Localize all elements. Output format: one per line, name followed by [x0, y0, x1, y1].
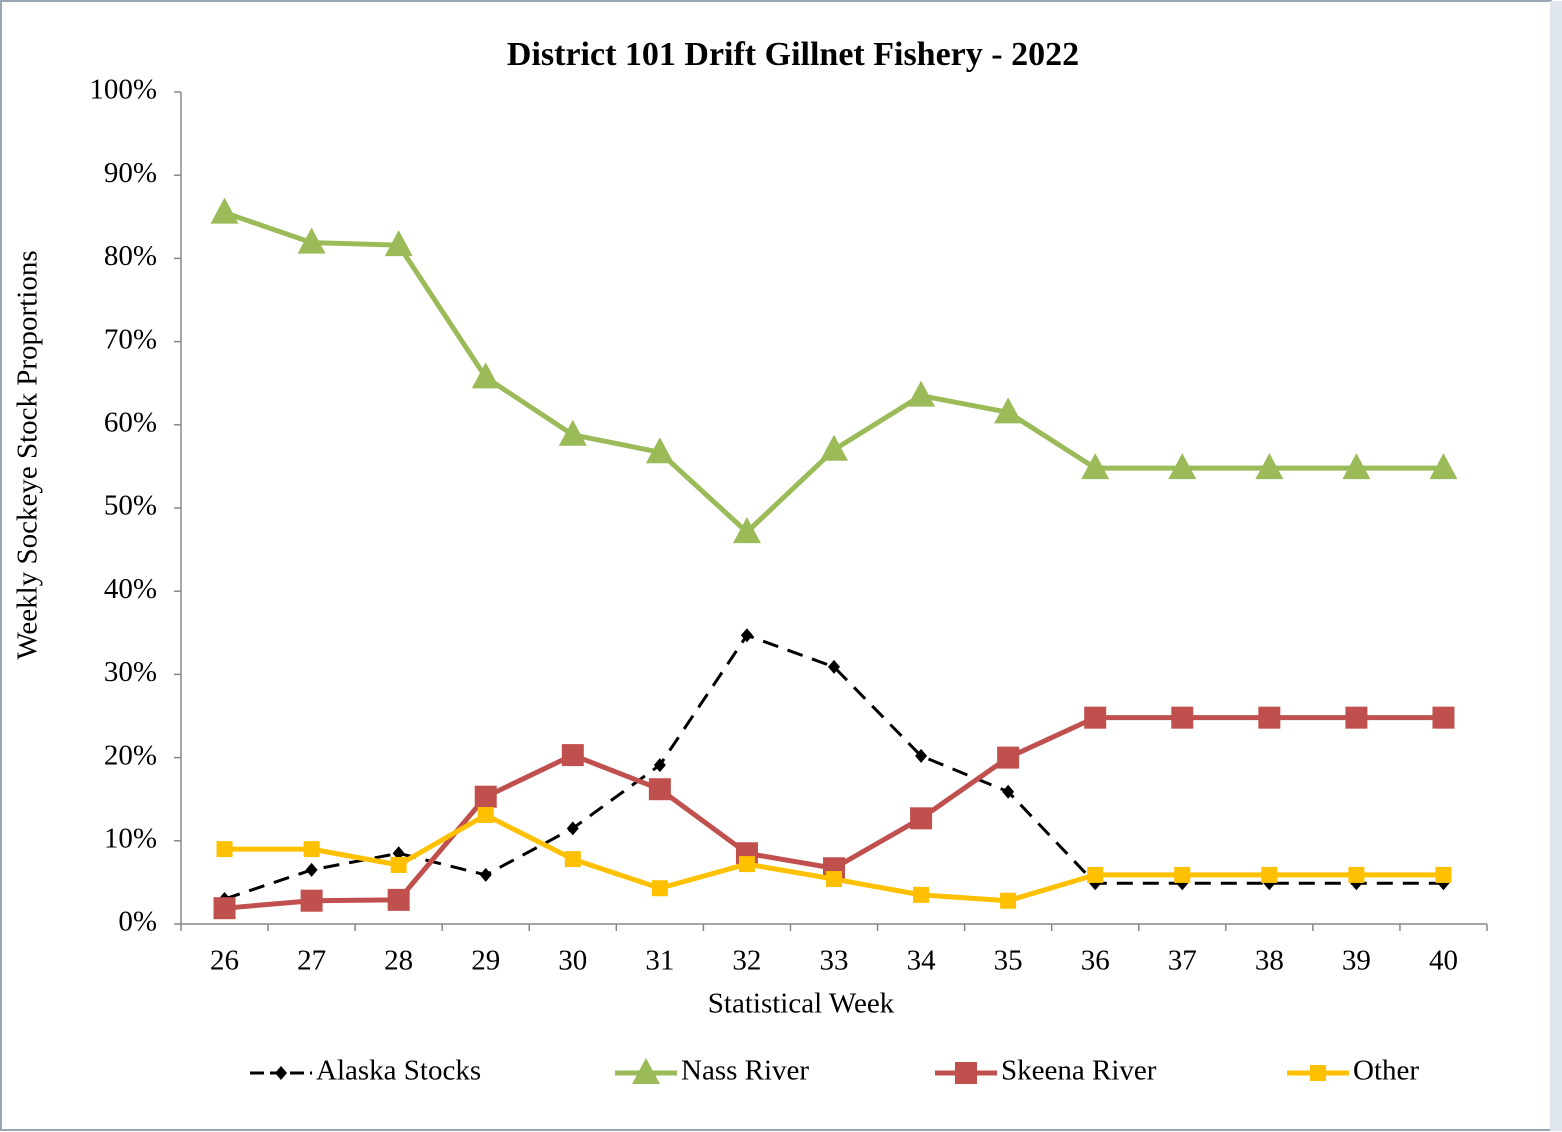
x-tick-label: 33 — [820, 945, 849, 977]
legend-marker — [1310, 1065, 1326, 1081]
y-tick-label: 30% — [104, 656, 157, 688]
point — [820, 434, 848, 461]
point — [913, 886, 930, 903]
frame-edge — [1550, 1, 1562, 1131]
point — [471, 362, 500, 389]
y-tick-label: 10% — [104, 822, 157, 854]
point — [1258, 706, 1281, 729]
y-tick-label: 40% — [104, 573, 157, 605]
point — [1342, 453, 1371, 480]
y-tick-label: 70% — [104, 323, 157, 355]
point — [566, 821, 579, 836]
x-tick-label: 32 — [732, 945, 761, 977]
chart-title: District 101 Drift Gillnet Fishery - 202… — [507, 36, 1079, 73]
point — [387, 888, 410, 911]
legend-label: Nass River — [681, 1055, 809, 1087]
point — [732, 517, 761, 544]
y-tick-label: 20% — [104, 739, 157, 771]
point — [740, 628, 753, 643]
x-tick-label: 34 — [907, 945, 937, 977]
point — [1432, 706, 1455, 729]
point — [392, 846, 405, 861]
x-tick-label: 35 — [994, 945, 1023, 977]
point — [826, 871, 842, 888]
point — [561, 744, 584, 767]
point — [915, 748, 928, 763]
x-tick-label: 28 — [384, 945, 413, 977]
point — [1087, 866, 1104, 883]
point — [1261, 866, 1278, 883]
point — [1168, 453, 1197, 480]
y-tick-label: 60% — [104, 406, 157, 438]
x-axis-title: Statistical Week — [708, 988, 895, 1020]
point — [907, 380, 936, 407]
x-tick-label: 38 — [1255, 945, 1284, 977]
point — [828, 659, 840, 674]
legend-label: Skeena River — [1001, 1055, 1157, 1087]
point — [1348, 866, 1365, 883]
legend-label: Other — [1353, 1055, 1419, 1087]
legend-label: Alaska Stocks — [316, 1055, 481, 1087]
y-tick-label: 90% — [104, 157, 157, 189]
point — [1081, 453, 1110, 480]
point — [1084, 706, 1107, 729]
x-tick-label: 40 — [1429, 945, 1458, 977]
point — [1000, 892, 1017, 909]
point — [997, 746, 1020, 769]
point — [384, 230, 413, 257]
point — [648, 778, 671, 801]
point — [216, 841, 233, 858]
x-tick-label: 27 — [297, 945, 326, 977]
y-axis-title: Weekly Sockeye Stock Proportions — [12, 250, 44, 659]
point — [1345, 706, 1368, 729]
legend-marker — [275, 1066, 287, 1080]
x-tick-label: 26 — [210, 945, 239, 977]
point — [910, 807, 933, 830]
point — [1002, 784, 1015, 799]
y-tick-label: 50% — [104, 490, 157, 522]
x-tick-label: 31 — [645, 945, 674, 977]
point — [213, 897, 236, 920]
point — [300, 889, 323, 912]
point — [303, 841, 320, 858]
x-tick-label: 37 — [1168, 945, 1197, 977]
point — [653, 758, 666, 773]
point — [210, 197, 239, 224]
point — [477, 807, 494, 824]
point — [1171, 706, 1194, 729]
x-tick-label: 39 — [1342, 945, 1371, 977]
y-tick-label: 0% — [118, 906, 157, 938]
x-tick-label: 36 — [1081, 945, 1110, 977]
point — [479, 867, 492, 882]
point — [474, 785, 497, 808]
y-tick-label: 100% — [89, 74, 157, 106]
point — [1174, 866, 1191, 883]
point — [738, 856, 755, 873]
point — [645, 437, 674, 464]
point — [558, 419, 587, 446]
y-tick-label: 80% — [104, 240, 157, 272]
point — [1429, 453, 1458, 480]
x-tick-label: 30 — [558, 945, 587, 977]
x-tick-label: 29 — [471, 945, 500, 977]
point — [651, 880, 668, 897]
series-line — [224, 633, 1444, 901]
point — [297, 227, 326, 254]
point — [994, 397, 1023, 424]
point — [1255, 453, 1284, 480]
point — [1435, 866, 1452, 883]
point — [305, 862, 318, 877]
legend-marker — [955, 1062, 977, 1084]
legend-marker — [632, 1058, 660, 1084]
point — [564, 851, 581, 868]
point — [390, 856, 407, 873]
